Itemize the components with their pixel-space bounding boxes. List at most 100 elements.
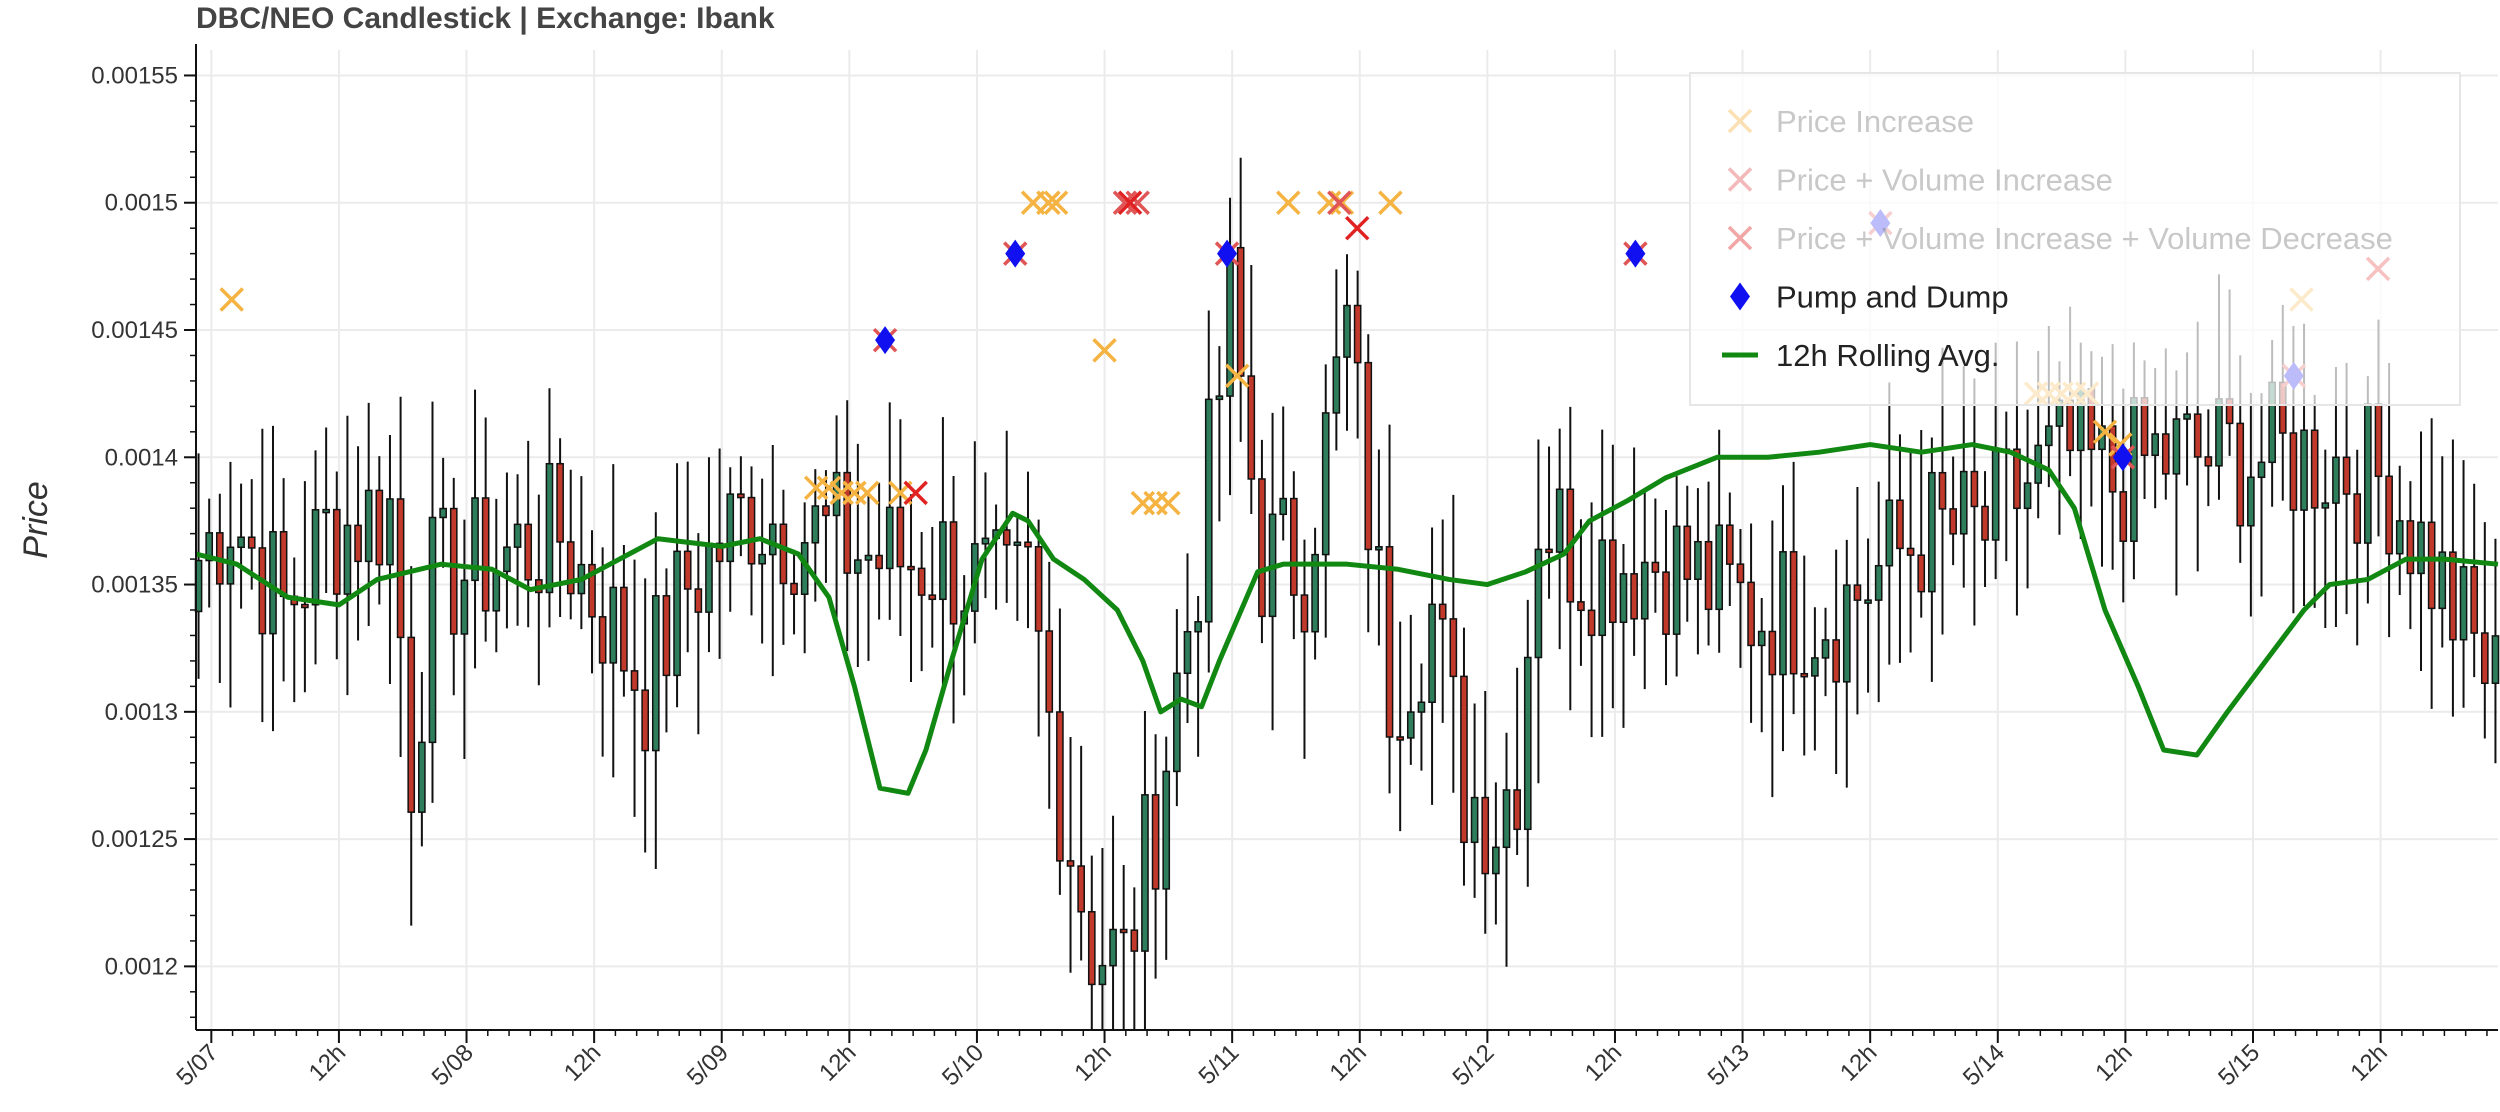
candle [1513, 667, 1521, 855]
x-tick-label: 5/11 [1194, 1039, 1245, 1090]
candle-body [907, 565, 915, 571]
candle-body [375, 489, 384, 566]
candle-body [343, 524, 352, 595]
candle-body [1842, 584, 1851, 683]
candle [1406, 614, 1415, 765]
candle-body [1056, 711, 1064, 862]
candle-body [1460, 675, 1468, 844]
candle [205, 498, 214, 608]
candle-body [1779, 551, 1787, 676]
candle [1141, 711, 1149, 1030]
candle [1885, 382, 1894, 665]
x-tick-label: 5/10 [937, 1039, 989, 1091]
candle [1098, 847, 1107, 1030]
candle-body [2438, 551, 2447, 610]
candle-body [1300, 594, 1309, 633]
candle-body [1832, 639, 1840, 683]
candle-body [1683, 525, 1692, 580]
candle [1725, 492, 1734, 607]
candle-body [1013, 541, 1022, 546]
candle-body [1045, 630, 1054, 713]
candle [545, 388, 554, 628]
candle-body [747, 496, 756, 565]
candle [2480, 522, 2489, 739]
legend[interactable]: Price Increase Price + Volume Increase Pri… [1689, 72, 2461, 406]
candle-body [1162, 770, 1171, 890]
x-tick-label: 12h [304, 1039, 351, 1086]
candle-body [1385, 546, 1394, 738]
legend-item[interactable]: Price Increase [1727, 104, 1974, 139]
candle-body [1640, 561, 1649, 620]
candle-body [2247, 476, 2255, 527]
candle-body [1438, 603, 1447, 620]
legend-item[interactable]: Price + Volume Increase [1727, 163, 2113, 198]
legend-item[interactable]: Pump and Dump [1730, 280, 2009, 315]
candle [854, 443, 862, 667]
candle-body [2417, 521, 2425, 575]
candle-body [683, 550, 692, 590]
candle [1236, 157, 1245, 442]
candle-body [1545, 548, 1553, 554]
legend-item[interactable]: 12h Rolling Avg. [1722, 338, 1999, 373]
candle [396, 396, 405, 757]
candle [1736, 529, 1745, 668]
legend-item[interactable]: Price + Volume Increase + Volume Decreas… [1727, 221, 2393, 256]
candle [917, 531, 926, 672]
candle [1874, 481, 1883, 703]
candle-body [2172, 418, 2181, 475]
candle-body [1513, 789, 1521, 831]
candle-body [1279, 497, 1288, 516]
candle [577, 476, 586, 630]
candle [960, 575, 969, 696]
candle-body [939, 521, 947, 601]
candle [1375, 449, 1383, 646]
legend-label: 12h Rolling Avg. [1776, 338, 1999, 373]
y-tick-label: 0.00125 [91, 826, 178, 853]
candle [1024, 471, 1032, 629]
candle [832, 415, 841, 625]
x-tick-label: 12h [2090, 1039, 2137, 1086]
candle-body [2023, 482, 2032, 510]
candle-body [1874, 564, 1883, 601]
x-tick-label: 12h [2345, 1039, 2392, 1086]
price-signal-marker [219, 287, 244, 312]
candle [1034, 519, 1043, 737]
candle-body [545, 462, 554, 594]
candle [1747, 523, 1755, 723]
legend-label: Price Increase [1776, 104, 1974, 139]
candle-body [2459, 566, 2468, 641]
candle-body [1173, 672, 1181, 773]
candle [662, 568, 671, 733]
candle [439, 457, 447, 568]
price-signal-marker [1225, 363, 1250, 389]
candle [651, 512, 660, 870]
candle [1247, 264, 1256, 514]
candle-body [449, 507, 458, 635]
x-tick-label: 12h [1069, 1039, 1116, 1086]
pump-dump-marker [2112, 443, 2133, 472]
candle [1460, 627, 1468, 886]
legend-label: Price + Volume Increase + Volume Decreas… [1776, 221, 2393, 256]
candle-body [854, 559, 862, 574]
candle-body [598, 616, 607, 664]
candle [1630, 447, 1638, 656]
candle-body [1598, 539, 1607, 637]
candle [301, 481, 309, 693]
candle-body [1811, 657, 1819, 677]
candle [2438, 456, 2447, 648]
candle [1864, 538, 1872, 693]
x-tick-label: 5/15 [2213, 1039, 2265, 1091]
candle-body [2119, 491, 2128, 542]
candle-body [1311, 553, 1319, 633]
candle-body [1406, 711, 1415, 739]
candle-body [1226, 246, 1234, 397]
candle [1364, 334, 1373, 633]
candle-body [1215, 395, 1224, 401]
candle-body [2332, 456, 2340, 504]
candle-body [513, 523, 522, 548]
candle-body [1970, 470, 1979, 508]
candle [1045, 561, 1054, 809]
candle [1619, 543, 1628, 728]
candle-body [439, 507, 447, 519]
candle-body [875, 554, 883, 570]
